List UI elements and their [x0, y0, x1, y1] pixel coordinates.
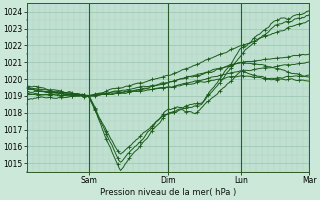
X-axis label: Pression niveau de la mer( hPa ): Pression niveau de la mer( hPa ) [100, 188, 236, 197]
